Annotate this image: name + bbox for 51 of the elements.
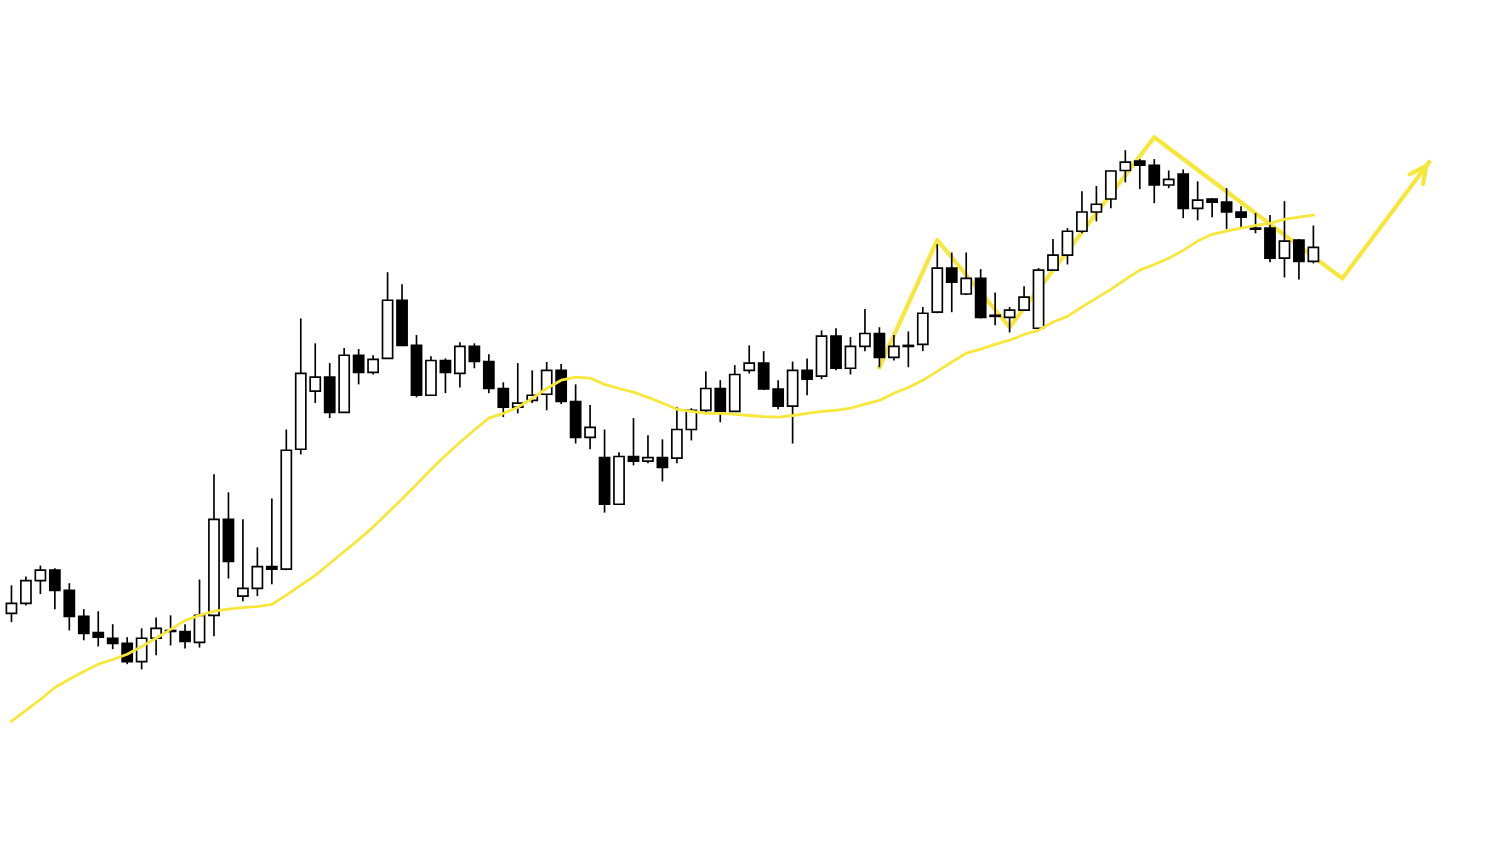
candlestick [48,567,61,610]
candlestick [1061,227,1074,266]
candlestick [179,623,191,650]
candlestick [989,291,1002,327]
candlestick [237,518,249,603]
candlestick [34,564,47,595]
candlestick [873,326,886,369]
candlestick [77,608,90,642]
candlestick [468,342,481,370]
candlestick [1119,149,1132,184]
candlestick [367,354,380,376]
candlestick [251,546,264,597]
candlestick [1047,238,1059,271]
candlestick [714,379,727,424]
candlestick [960,251,973,296]
candlestick [309,342,322,404]
candlestick [497,381,510,418]
candlestick [1018,285,1030,311]
candlestick [859,308,871,352]
candlestick [1220,187,1233,230]
candlestick [1076,190,1088,235]
candlestick [1191,180,1204,222]
candlestick [135,627,148,671]
candlestick [801,357,813,397]
candlestick [699,370,712,415]
candlestick [265,497,278,586]
candlestick [1003,306,1016,334]
candlestick [685,407,698,442]
candlestick [772,379,785,411]
candlestick [439,357,452,395]
candlestick [1148,158,1161,205]
candlestick [20,575,32,607]
candlestick [92,610,105,648]
candlestick [1133,158,1146,190]
candlestick [1235,205,1247,229]
candlestick [743,344,756,375]
candlestick [1278,200,1291,279]
candlestick [5,584,18,623]
candlestick [584,404,596,451]
candlestick [844,336,857,376]
candlestick [106,623,119,650]
candlestick [1090,185,1103,223]
candlestick [642,434,654,465]
candlestick [656,438,669,483]
candlestick [945,251,958,314]
candlestick [1249,212,1262,235]
candlestick [352,348,365,386]
candlestick [1307,224,1320,265]
candlestick [1293,238,1305,281]
candlestick [887,334,900,362]
candlestick [627,417,640,467]
